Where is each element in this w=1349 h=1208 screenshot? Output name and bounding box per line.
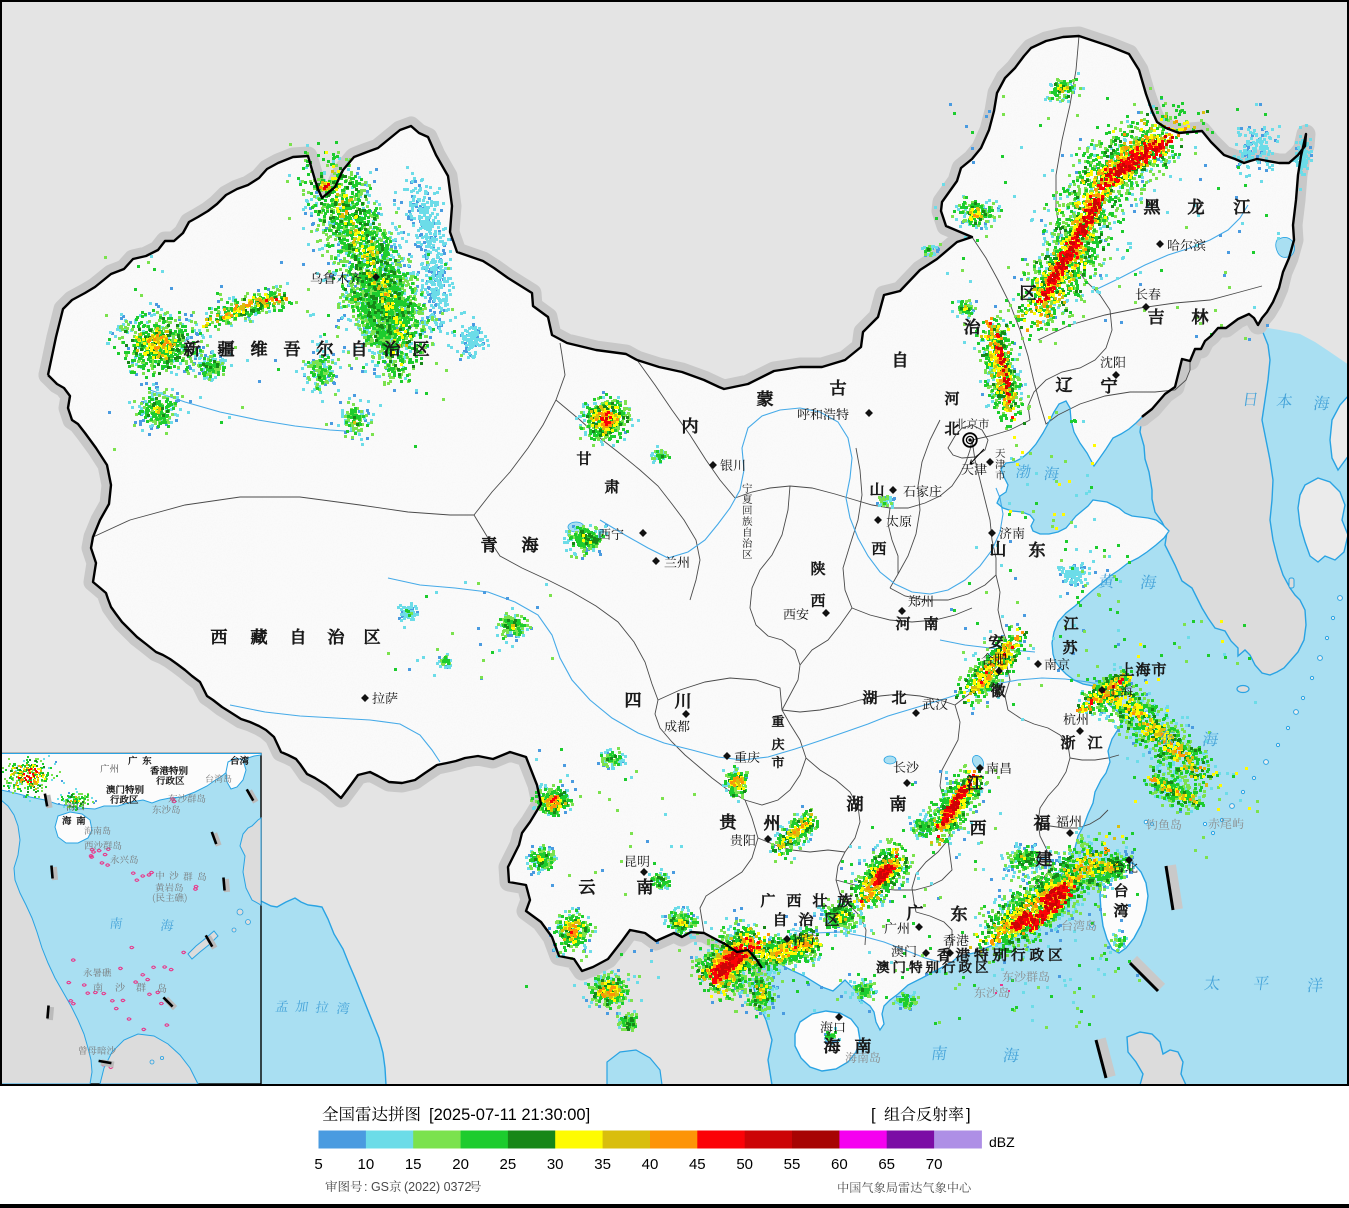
svg-text:40: 40: [642, 1156, 659, 1173]
svg-text:20: 20: [452, 1156, 469, 1173]
svg-text:50: 50: [736, 1156, 753, 1173]
svg-text:]: ]: [966, 1106, 971, 1124]
svg-text:[2025-07-11 21:30:00]: [2025-07-11 21:30:00]: [429, 1106, 590, 1124]
svg-text:5: 5: [314, 1156, 322, 1173]
svg-text:(2022) 0372: (2022) 0372: [404, 1180, 471, 1194]
svg-text:10: 10: [358, 1156, 375, 1173]
svg-text:45: 45: [689, 1156, 706, 1173]
svg-text:55: 55: [784, 1156, 801, 1173]
svg-text:65: 65: [878, 1156, 895, 1173]
svg-text:dBZ: dBZ: [989, 1134, 1015, 1150]
svg-text:70: 70: [926, 1156, 943, 1173]
svg-text:: GS: : GS: [364, 1180, 389, 1194]
svg-text:15: 15: [405, 1156, 422, 1173]
svg-text:60: 60: [831, 1156, 848, 1173]
svg-text:35: 35: [594, 1156, 611, 1173]
svg-text:30: 30: [547, 1156, 564, 1173]
svg-text:25: 25: [500, 1156, 517, 1173]
svg-text:[: [: [871, 1106, 876, 1124]
